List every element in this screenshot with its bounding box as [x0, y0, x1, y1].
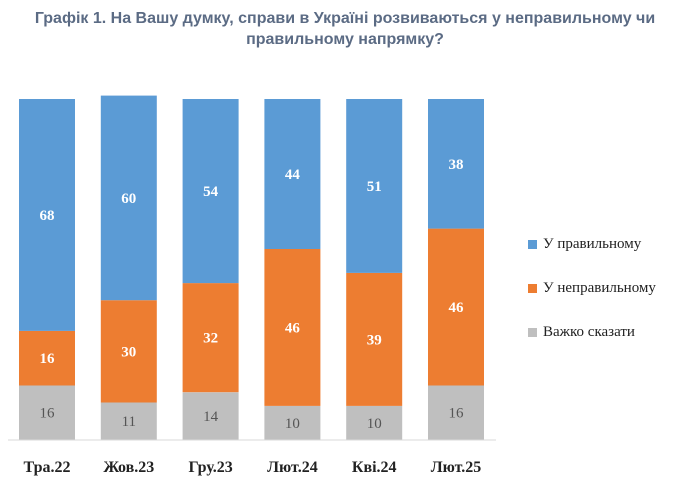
x-axis-labels: Тра.22 Жов.23 Гру.23 Лют.24 Кві.24 Лют.25 [24, 459, 482, 476]
chart-title: Графік 1. На Вашу думку, справи в Україн… [0, 8, 690, 50]
data-label-hard-2: 14 [203, 409, 219, 425]
legend-label-right: У правильному [543, 235, 642, 252]
data-label-wrong-0: 16 [40, 351, 56, 367]
data-label-right-5: 38 [449, 157, 464, 173]
x-tick-label-2: Гру.23 [188, 459, 232, 476]
data-label-hard-0: 16 [40, 406, 56, 422]
bar-right-0 [19, 99, 75, 331]
data-label-hard-5: 16 [449, 406, 465, 422]
bar-hard-2 [182, 392, 239, 440]
data-label-wrong-2: 32 [203, 331, 218, 347]
bar-right-4 [346, 99, 403, 273]
bar-wrong-1 [100, 300, 157, 403]
bar-right-3 [264, 99, 321, 249]
legend: У правильному У неправильному Важко сказ… [528, 222, 656, 354]
data-label-right-3: 44 [285, 167, 301, 183]
data-label-wrong-4: 39 [367, 332, 382, 348]
legend-item-wrong: У неправильному [528, 266, 656, 310]
bar-hard-3 [264, 405, 321, 440]
data-label-right-4: 51 [367, 179, 382, 195]
bars-group: 16 16 68 11 30 60 14 32 54 10 46 44 10 39 51 16 46 38 [19, 95, 484, 440]
legend-label-hard: Важко сказати [543, 323, 635, 340]
legend-swatch-hard [528, 327, 537, 337]
bar-wrong-4 [346, 272, 403, 406]
chart-title-line1: Графік 1. На Вашу думку, справи в Україн… [34, 10, 656, 27]
bar-wrong-5 [428, 228, 484, 386]
x-tick-label-1: Жов.23 [103, 459, 154, 476]
bar-hard-4 [346, 405, 403, 440]
data-label-wrong-3: 46 [285, 321, 301, 337]
chart-title-line2: правильному напрямку? [246, 31, 444, 48]
x-tick-label-4: Кві.24 [352, 459, 397, 476]
data-label-right-1: 60 [121, 191, 136, 207]
data-label-right-0: 68 [40, 208, 55, 224]
data-label-hard-1: 11 [122, 414, 136, 430]
x-tick-label-0: Тра.22 [24, 459, 71, 476]
bar-hard-0 [19, 385, 75, 440]
x-tick-label-5: Лют.25 [431, 459, 482, 476]
legend-item-right: У правильному [528, 222, 656, 266]
bar-right-1 [100, 95, 157, 301]
legend-swatch-right [528, 239, 537, 249]
legend-swatch-wrong [528, 283, 537, 293]
data-label-wrong-5: 46 [449, 300, 465, 316]
data-label-hard-3: 10 [285, 416, 300, 432]
legend-item-hard: Важко сказати [528, 310, 656, 354]
legend-label-wrong: У неправильному [543, 279, 656, 296]
x-tick-label-3: Лют.24 [267, 459, 318, 476]
bar-hard-1 [100, 402, 157, 440]
bar-wrong-0 [19, 330, 75, 386]
bar-right-5 [428, 99, 484, 229]
data-label-hard-4: 10 [367, 416, 382, 432]
data-label-right-2: 54 [203, 184, 219, 200]
bar-wrong-3 [264, 249, 321, 406]
bar-wrong-2 [182, 283, 239, 393]
bar-hard-5 [428, 385, 484, 440]
data-label-wrong-1: 30 [121, 344, 136, 360]
bar-right-2 [182, 99, 239, 284]
